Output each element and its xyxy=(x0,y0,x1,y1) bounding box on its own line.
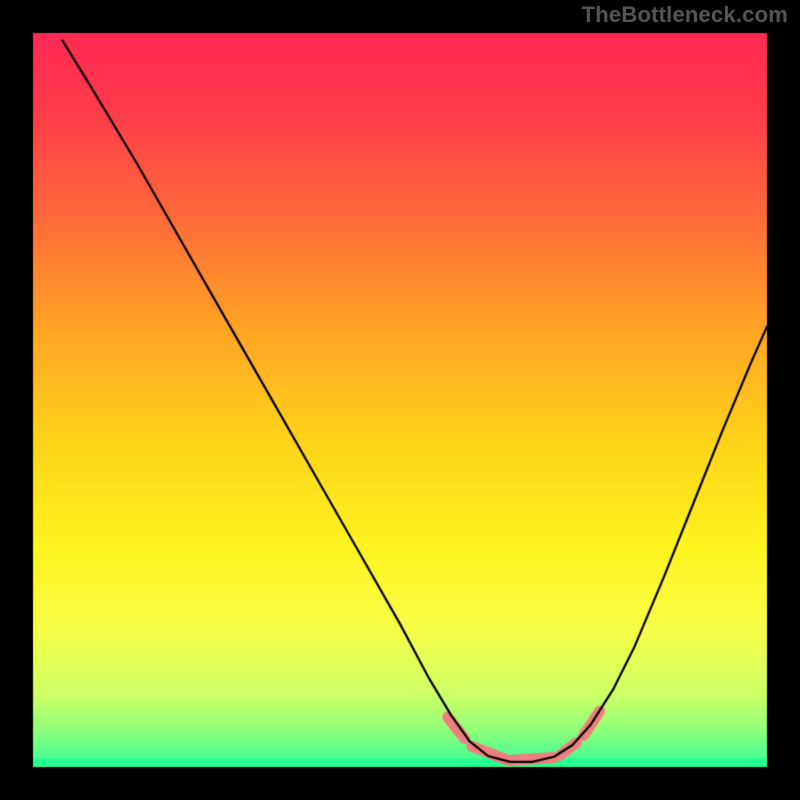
bottleneck-curve-chart xyxy=(0,0,800,800)
chart-container: TheBottleneck.com xyxy=(0,0,800,800)
source-watermark: TheBottleneck.com xyxy=(582,2,788,28)
